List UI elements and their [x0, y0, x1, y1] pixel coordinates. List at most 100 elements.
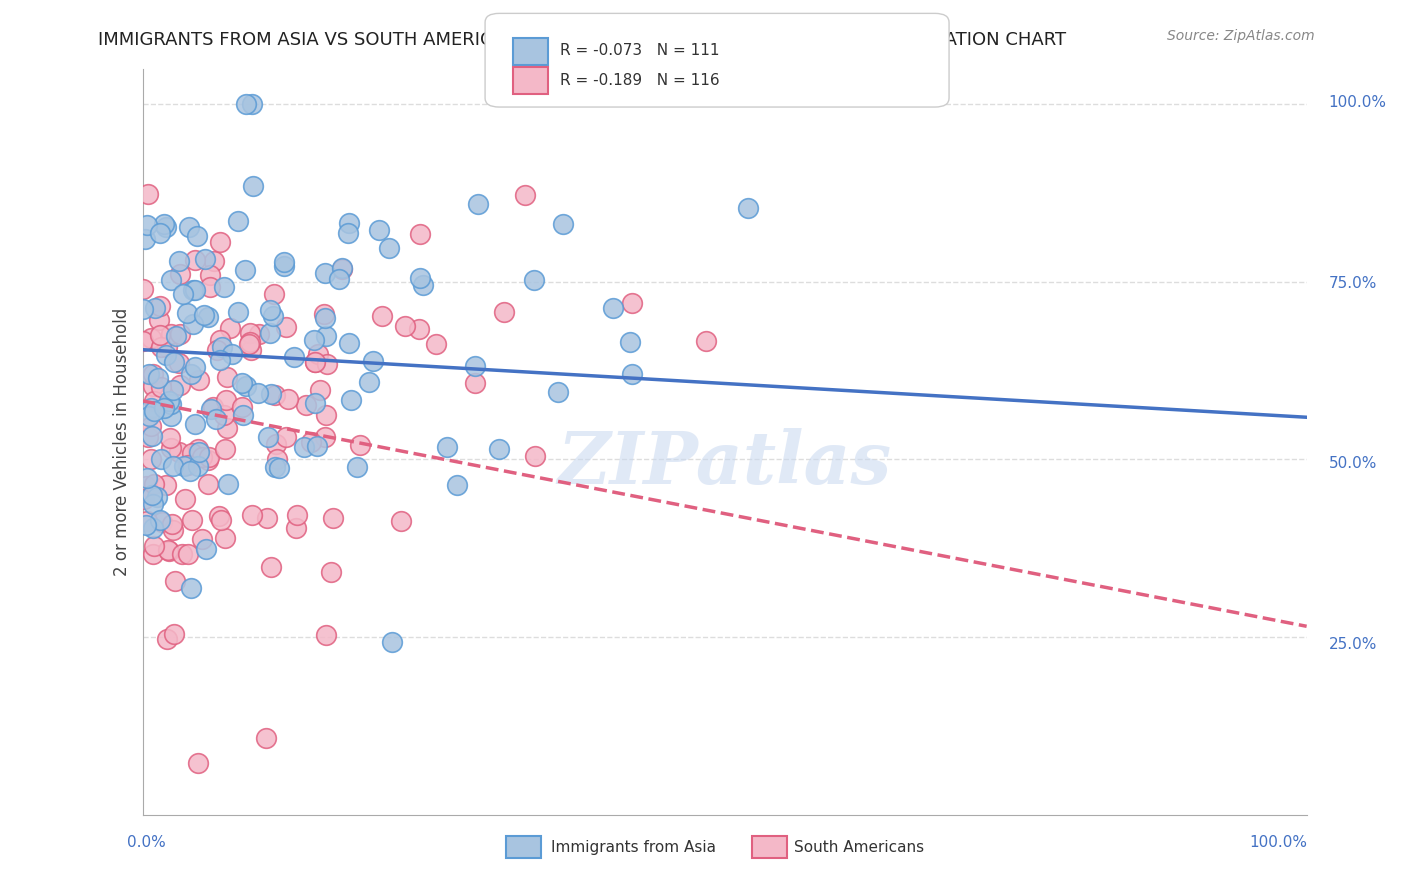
South Americans	[157, 544, 180, 558]
Immigrants from Asia	[257, 430, 280, 444]
Immigrants from Asia	[233, 263, 256, 277]
Immigrants from Asia	[186, 229, 208, 244]
Immigrants from Asia	[231, 376, 253, 391]
South Americans	[240, 343, 263, 358]
South Americans	[141, 452, 163, 467]
South Americans	[301, 434, 323, 449]
South Americans	[330, 262, 353, 277]
Text: 100.0%: 100.0%	[1329, 95, 1386, 110]
Immigrants from Asia	[246, 386, 269, 401]
Immigrants from Asia	[162, 384, 184, 398]
South Americans	[322, 511, 344, 525]
Immigrants from Asia	[259, 326, 281, 341]
South Americans	[200, 268, 222, 283]
South Americans	[184, 253, 207, 268]
Immigrants from Asia	[367, 223, 389, 237]
South Americans	[231, 400, 253, 414]
Immigrants from Asia	[283, 350, 305, 364]
South Americans	[408, 322, 430, 336]
South Americans	[274, 430, 297, 444]
South Americans	[513, 188, 536, 202]
South Americans	[148, 313, 170, 327]
South Americans	[170, 547, 193, 561]
Immigrants from Asia	[337, 226, 360, 240]
Immigrants from Asia	[155, 220, 177, 235]
South Americans	[695, 334, 717, 348]
South Americans	[219, 321, 242, 335]
Immigrants from Asia	[141, 488, 163, 502]
Immigrants from Asia	[273, 254, 295, 268]
South Americans	[173, 492, 195, 507]
Immigrants from Asia	[180, 367, 202, 381]
South Americans	[169, 378, 191, 392]
Immigrants from Asia	[305, 439, 328, 453]
South Americans	[277, 392, 299, 406]
South Americans	[156, 543, 179, 558]
Immigrants from Asia	[314, 266, 336, 280]
South Americans	[309, 383, 332, 397]
South Americans	[177, 458, 200, 473]
South Americans	[197, 453, 219, 467]
Text: R = -0.189   N = 116: R = -0.189 N = 116	[560, 73, 720, 87]
South Americans	[136, 187, 159, 202]
Immigrants from Asia	[547, 385, 569, 400]
Immigrants from Asia	[315, 328, 337, 343]
Immigrants from Asia	[263, 459, 285, 474]
Immigrants from Asia	[302, 333, 325, 347]
Immigrants from Asia	[292, 440, 315, 454]
Immigrants from Asia	[446, 477, 468, 491]
Immigrants from Asia	[314, 310, 336, 325]
Immigrants from Asia	[184, 360, 207, 375]
South Americans	[156, 340, 179, 354]
Immigrants from Asia	[381, 634, 404, 648]
Text: 50.0%: 50.0%	[1329, 457, 1376, 471]
Text: 25.0%: 25.0%	[1329, 637, 1376, 652]
Immigrants from Asia	[523, 273, 546, 287]
Immigrants from Asia	[412, 277, 434, 292]
Immigrants from Asia	[167, 254, 190, 268]
Immigrants from Asia	[467, 197, 489, 211]
South Americans	[389, 514, 412, 528]
Text: ZIPatlas: ZIPatlas	[558, 428, 891, 500]
Text: 0.0%: 0.0%	[127, 836, 166, 850]
Immigrants from Asia	[340, 393, 363, 408]
South Americans	[191, 532, 214, 546]
South Americans	[149, 299, 172, 313]
Immigrants from Asia	[262, 309, 284, 323]
South Americans	[181, 446, 204, 460]
Immigrants from Asia	[142, 497, 165, 511]
Immigrants from Asia	[304, 396, 326, 410]
South Americans	[159, 441, 181, 455]
Immigrants from Asia	[132, 302, 155, 317]
South Americans	[264, 388, 287, 402]
Immigrants from Asia	[136, 218, 159, 232]
South Americans	[163, 574, 186, 588]
Immigrants from Asia	[157, 394, 180, 409]
South Americans	[187, 442, 209, 456]
Immigrants from Asia	[135, 517, 157, 532]
South Americans	[132, 282, 155, 296]
Immigrants from Asia	[149, 452, 172, 467]
South Americans	[134, 491, 156, 506]
Immigrants from Asia	[149, 513, 172, 527]
South Americans	[254, 731, 277, 745]
South Americans	[215, 421, 238, 435]
Immigrants from Asia	[260, 387, 283, 401]
Immigrants from Asia	[226, 214, 249, 228]
Immigrants from Asia	[232, 408, 254, 422]
South Americans	[214, 408, 236, 422]
South Americans	[266, 451, 288, 466]
Immigrants from Asia	[152, 401, 174, 416]
Immigrants from Asia	[205, 411, 228, 425]
Immigrants from Asia	[193, 252, 215, 267]
Immigrants from Asia	[181, 283, 204, 297]
South Americans	[349, 438, 371, 452]
Immigrants from Asia	[378, 240, 401, 254]
South Americans	[394, 318, 416, 333]
South Americans	[162, 523, 184, 537]
Immigrants from Asia	[211, 340, 233, 354]
South Americans	[187, 373, 209, 387]
Immigrants from Asia	[145, 301, 167, 316]
South Americans	[249, 327, 271, 342]
Immigrants from Asia	[139, 401, 162, 415]
